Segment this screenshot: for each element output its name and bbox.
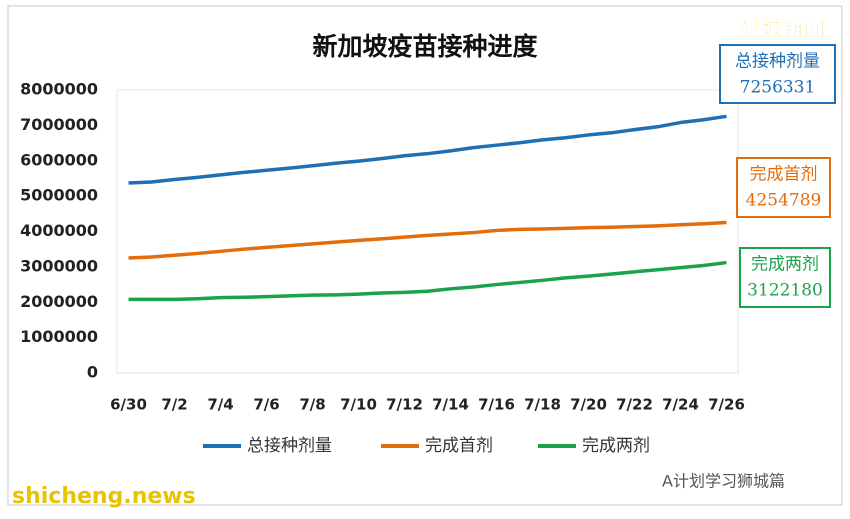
x-tick-label: 7/16 [478, 396, 515, 414]
x-tick-label: 7/24 [662, 396, 699, 414]
legend-label: 完成两剂 [582, 436, 650, 456]
watermark: shicheng.news [12, 484, 196, 509]
callout-value: 4254789 [746, 191, 822, 211]
series-line [128, 114, 727, 185]
watermark: A计划学习狮城篇 [662, 472, 785, 491]
callout-label: 完成两剂 [751, 255, 819, 275]
y-tick-label: 5000000 [20, 186, 98, 205]
legend-label: 完成首剂 [425, 436, 493, 456]
y-tick-label: 3000000 [20, 256, 98, 275]
series-line [128, 220, 727, 260]
chart-title: 新加坡疫苗接种进度 [312, 32, 537, 61]
x-tick-label: 7/12 [386, 396, 423, 414]
callout-box [736, 157, 831, 218]
callout-value: 3122180 [747, 281, 823, 301]
callout-box [719, 44, 836, 104]
y-tick-label: 0 [87, 363, 98, 382]
y-tick-label: 8000000 [20, 80, 98, 99]
callout-value: 7256331 [740, 78, 816, 98]
x-tick-label: 7/18 [524, 396, 561, 414]
x-tick-label: 7/10 [340, 396, 377, 414]
x-tick-label: 7/22 [616, 396, 653, 414]
watermark: 狮城新闻 [741, 17, 825, 41]
legend-label: 总接种剂量 [247, 436, 332, 456]
x-tick-label: 7/14 [432, 396, 469, 414]
callout-label: 总接种剂量 [735, 52, 820, 72]
y-tick-label: 7000000 [20, 115, 98, 134]
y-tick-label: 4000000 [20, 221, 98, 240]
y-tick-label: 2000000 [20, 292, 98, 311]
x-tick-label: 7/20 [570, 396, 607, 414]
x-tick-label: 7/26 [708, 396, 745, 414]
chart-frame [7, 5, 843, 506]
y-tick-label: 1000000 [20, 327, 98, 346]
y-tick-label: 6000000 [20, 150, 98, 169]
plot-area [116, 89, 739, 374]
x-tick-label: 7/2 [161, 396, 187, 414]
callout-box [739, 247, 831, 308]
x-tick-label: 7/8 [299, 396, 325, 414]
x-tick-label: 7/6 [253, 396, 279, 414]
series-line [128, 260, 727, 302]
x-tick-label: 7/4 [207, 396, 233, 414]
callout-label: 完成首剂 [750, 165, 818, 185]
x-tick-label: 6/30 [110, 396, 147, 414]
